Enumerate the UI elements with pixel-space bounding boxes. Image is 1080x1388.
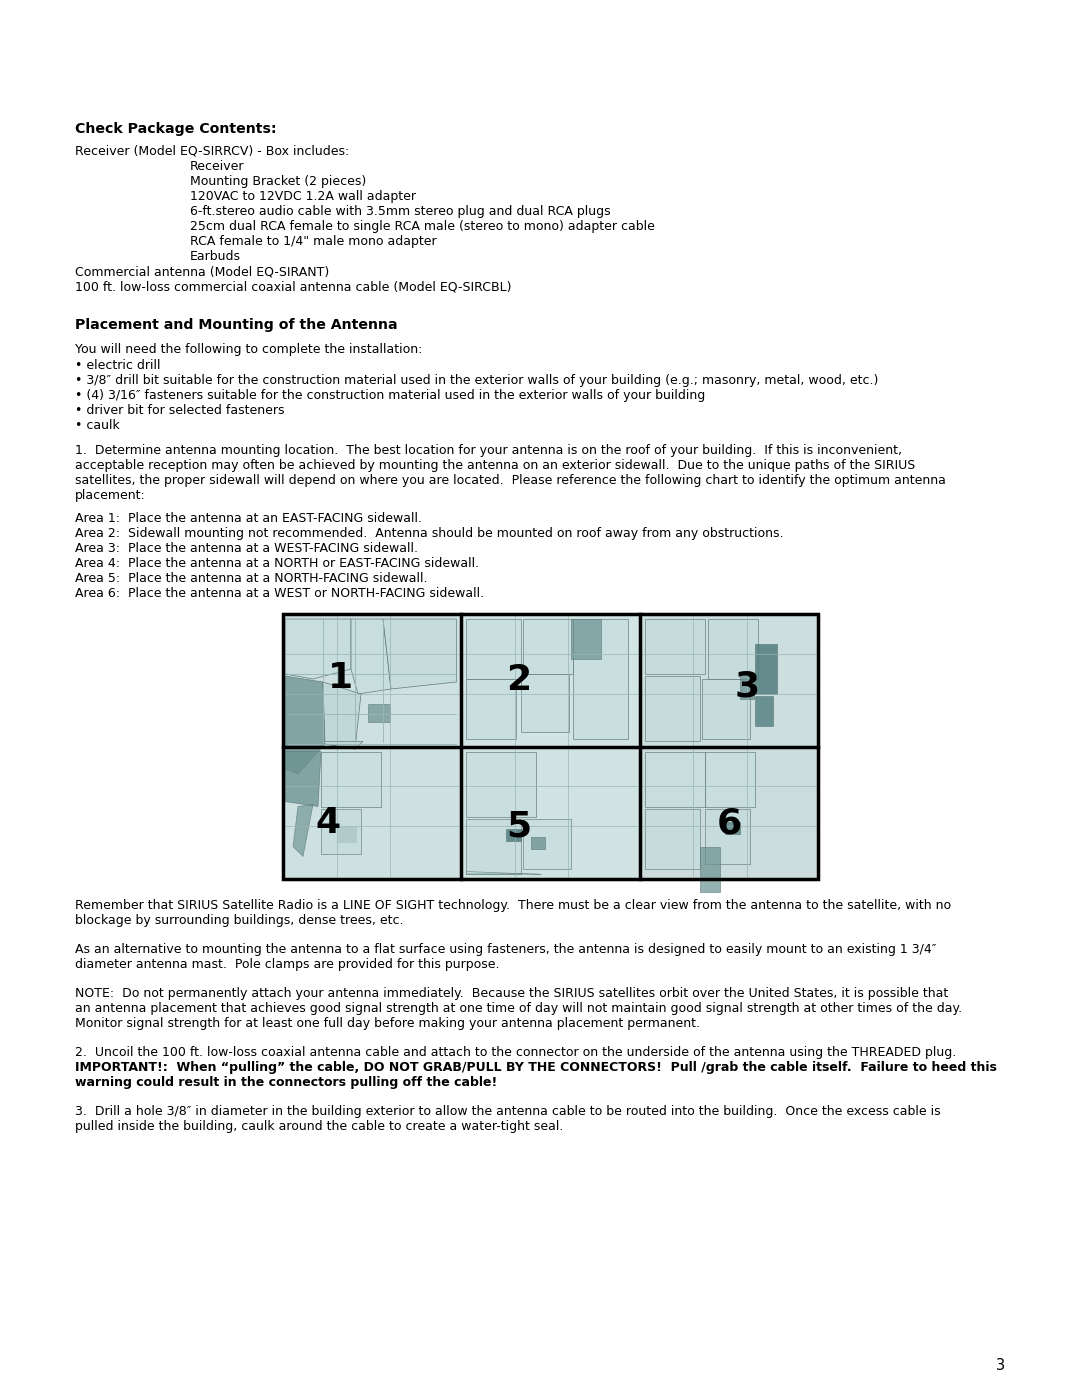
Text: 3: 3 — [734, 670, 759, 704]
Bar — [461, 613, 639, 747]
Polygon shape — [293, 805, 313, 856]
Bar — [639, 747, 818, 879]
Text: • electric drill: • electric drill — [75, 359, 161, 372]
Bar — [704, 751, 755, 806]
Text: • (4) 3/16″ fasteners suitable for the construction material used in the exterio: • (4) 3/16″ fasteners suitable for the c… — [75, 389, 705, 403]
Text: 2: 2 — [505, 663, 531, 697]
Text: 5: 5 — [505, 809, 531, 843]
Text: As an alternative to mounting the antenna to a flat surface using fasteners, the: As an alternative to mounting the antenn… — [75, 942, 936, 956]
Bar — [467, 819, 522, 873]
Text: NOTE:  Do not permanently attach your antenna immediately.  Because the SIRIUS s: NOTE: Do not permanently attach your ant… — [75, 987, 948, 999]
Bar — [283, 747, 461, 879]
Text: IMPORTANT!:  When “pulling” the cable, DO NOT GRAB/PULL BY THE CONNECTORS!  Pull: IMPORTANT!: When “pulling” the cable, DO… — [75, 1060, 997, 1074]
Text: Check Package Contents:: Check Package Contents: — [75, 122, 276, 136]
Polygon shape — [285, 619, 351, 679]
Bar — [645, 808, 700, 869]
Bar — [725, 822, 740, 834]
Text: Commercial antenna (Model EQ-SIRANT): Commercial antenna (Model EQ-SIRANT) — [75, 265, 329, 278]
Text: 6-ft.stereo audio cable with 3.5mm stereo plug and dual RCA plugs: 6-ft.stereo audio cable with 3.5mm stere… — [190, 205, 610, 218]
Text: pulled inside the building, caulk around the cable to create a water-tight seal.: pulled inside the building, caulk around… — [75, 1120, 564, 1133]
Text: RCA female to 1/4" male mono adapter: RCA female to 1/4" male mono adapter — [190, 235, 436, 248]
Text: Area 2:  Sidewall mounting not recommended.  Antenna should be mounted on roof a: Area 2: Sidewall mounting not recommende… — [75, 527, 783, 540]
Text: 2.  Uncoil the 100 ft. low-loss coaxial antenna cable and attach to the connecto: 2. Uncoil the 100 ft. low-loss coaxial a… — [75, 1047, 956, 1059]
Bar — [573, 619, 629, 738]
Text: Area 6:  Place the antenna at a WEST or NORTH-FACING sidewall.: Area 6: Place the antenna at a WEST or N… — [75, 587, 484, 600]
Bar — [707, 619, 758, 679]
Polygon shape — [285, 676, 325, 775]
Bar — [321, 751, 381, 806]
Text: 25cm dual RCA female to single RCA male (stereo to mono) adapter cable: 25cm dual RCA female to single RCA male … — [190, 221, 654, 233]
Text: 120VAC to 12VDC 1.2A wall adapter: 120VAC to 12VDC 1.2A wall adapter — [190, 190, 416, 203]
Text: Earbuds: Earbuds — [190, 250, 241, 262]
Text: 4: 4 — [315, 806, 340, 840]
Text: Placement and Mounting of the Antenna: Placement and Mounting of the Antenna — [75, 318, 397, 332]
Bar — [283, 613, 818, 879]
Bar — [524, 819, 571, 869]
Bar — [524, 619, 573, 675]
Polygon shape — [323, 682, 361, 750]
Bar — [507, 829, 522, 841]
Bar — [645, 619, 704, 675]
Bar — [755, 695, 772, 726]
Bar — [321, 808, 361, 854]
Text: 1.  Determine antenna mounting location.  The best location for your antenna is : 1. Determine antenna mounting location. … — [75, 444, 902, 457]
Text: • driver bit for selected fasteners: • driver bit for selected fasteners — [75, 404, 284, 416]
Bar — [645, 751, 704, 806]
Bar — [283, 613, 818, 879]
Bar — [639, 613, 818, 747]
Bar — [467, 751, 537, 816]
Polygon shape — [323, 741, 363, 750]
Bar — [368, 704, 390, 722]
Text: satellites, the proper sidewall will depend on where you are located.  Please re: satellites, the proper sidewall will dep… — [75, 473, 946, 487]
Text: Area 4:  Place the antenna at a NORTH or EAST-FACING sidewall.: Area 4: Place the antenna at a NORTH or … — [75, 557, 480, 570]
Text: blockage by surrounding buildings, dense trees, etc.: blockage by surrounding buildings, dense… — [75, 915, 404, 927]
Text: an antenna placement that achieves good signal strength at one time of day will : an antenna placement that achieves good … — [75, 1002, 962, 1015]
Bar — [461, 747, 639, 879]
Text: warning could result in the connectors pulling off the cable!: warning could result in the connectors p… — [75, 1076, 497, 1090]
Bar — [467, 679, 516, 738]
Bar — [702, 679, 750, 738]
Text: Area 1:  Place the antenna at an EAST-FACING sidewall.: Area 1: Place the antenna at an EAST-FAC… — [75, 512, 422, 525]
Bar — [755, 644, 777, 694]
Bar — [740, 675, 754, 700]
Polygon shape — [467, 872, 541, 874]
Polygon shape — [351, 619, 391, 694]
Text: Area 5:  Place the antenna at a NORTH-FACING sidewall.: Area 5: Place the antenna at a NORTH-FAC… — [75, 572, 428, 584]
Text: Remember that SIRIUS Satellite Radio is a LINE OF SIGHT technology.  There must : Remember that SIRIUS Satellite Radio is … — [75, 899, 951, 912]
Polygon shape — [285, 751, 321, 806]
Text: 1: 1 — [327, 661, 353, 694]
Bar — [283, 613, 461, 747]
Text: Mounting Bracket (2 pieces): Mounting Bracket (2 pieces) — [190, 175, 366, 187]
Text: Receiver: Receiver — [190, 160, 244, 174]
Bar — [704, 808, 750, 863]
Text: placement:: placement: — [75, 489, 146, 502]
Bar — [338, 826, 356, 841]
Text: 100 ft. low-loss commercial coaxial antenna cable (Model EQ-SIRCBL): 100 ft. low-loss commercial coaxial ante… — [75, 280, 512, 293]
Text: 6: 6 — [716, 806, 741, 840]
Polygon shape — [383, 619, 457, 688]
Text: • caulk: • caulk — [75, 419, 120, 432]
Text: • 3/8″ drill bit suitable for the construction material used in the exterior wal: • 3/8″ drill bit suitable for the constr… — [75, 373, 878, 387]
Bar — [645, 676, 700, 741]
Bar — [531, 837, 545, 848]
Text: 3: 3 — [996, 1357, 1005, 1373]
Text: You will need the following to complete the installation:: You will need the following to complete … — [75, 343, 422, 355]
Text: acceptable reception may often be achieved by mounting the antenna on an exterio: acceptable reception may often be achiev… — [75, 459, 915, 472]
Bar — [700, 847, 719, 891]
Text: Monitor signal strength for at least one full day before making your antenna pla: Monitor signal strength for at least one… — [75, 1017, 700, 1030]
Bar — [467, 619, 522, 679]
Text: 3.  Drill a hole 3/8″ in diameter in the building exterior to allow the antenna : 3. Drill a hole 3/8″ in diameter in the … — [75, 1105, 941, 1117]
Text: Area 3:  Place the antenna at a WEST-FACING sidewall.: Area 3: Place the antenna at a WEST-FACI… — [75, 541, 418, 555]
Text: Receiver (Model EQ-SIRRCV) - Box includes:: Receiver (Model EQ-SIRRCV) - Box include… — [75, 144, 349, 157]
Bar — [571, 619, 602, 659]
Bar — [522, 675, 569, 731]
Text: diameter antenna mast.  Pole clamps are provided for this purpose.: diameter antenna mast. Pole clamps are p… — [75, 958, 499, 972]
